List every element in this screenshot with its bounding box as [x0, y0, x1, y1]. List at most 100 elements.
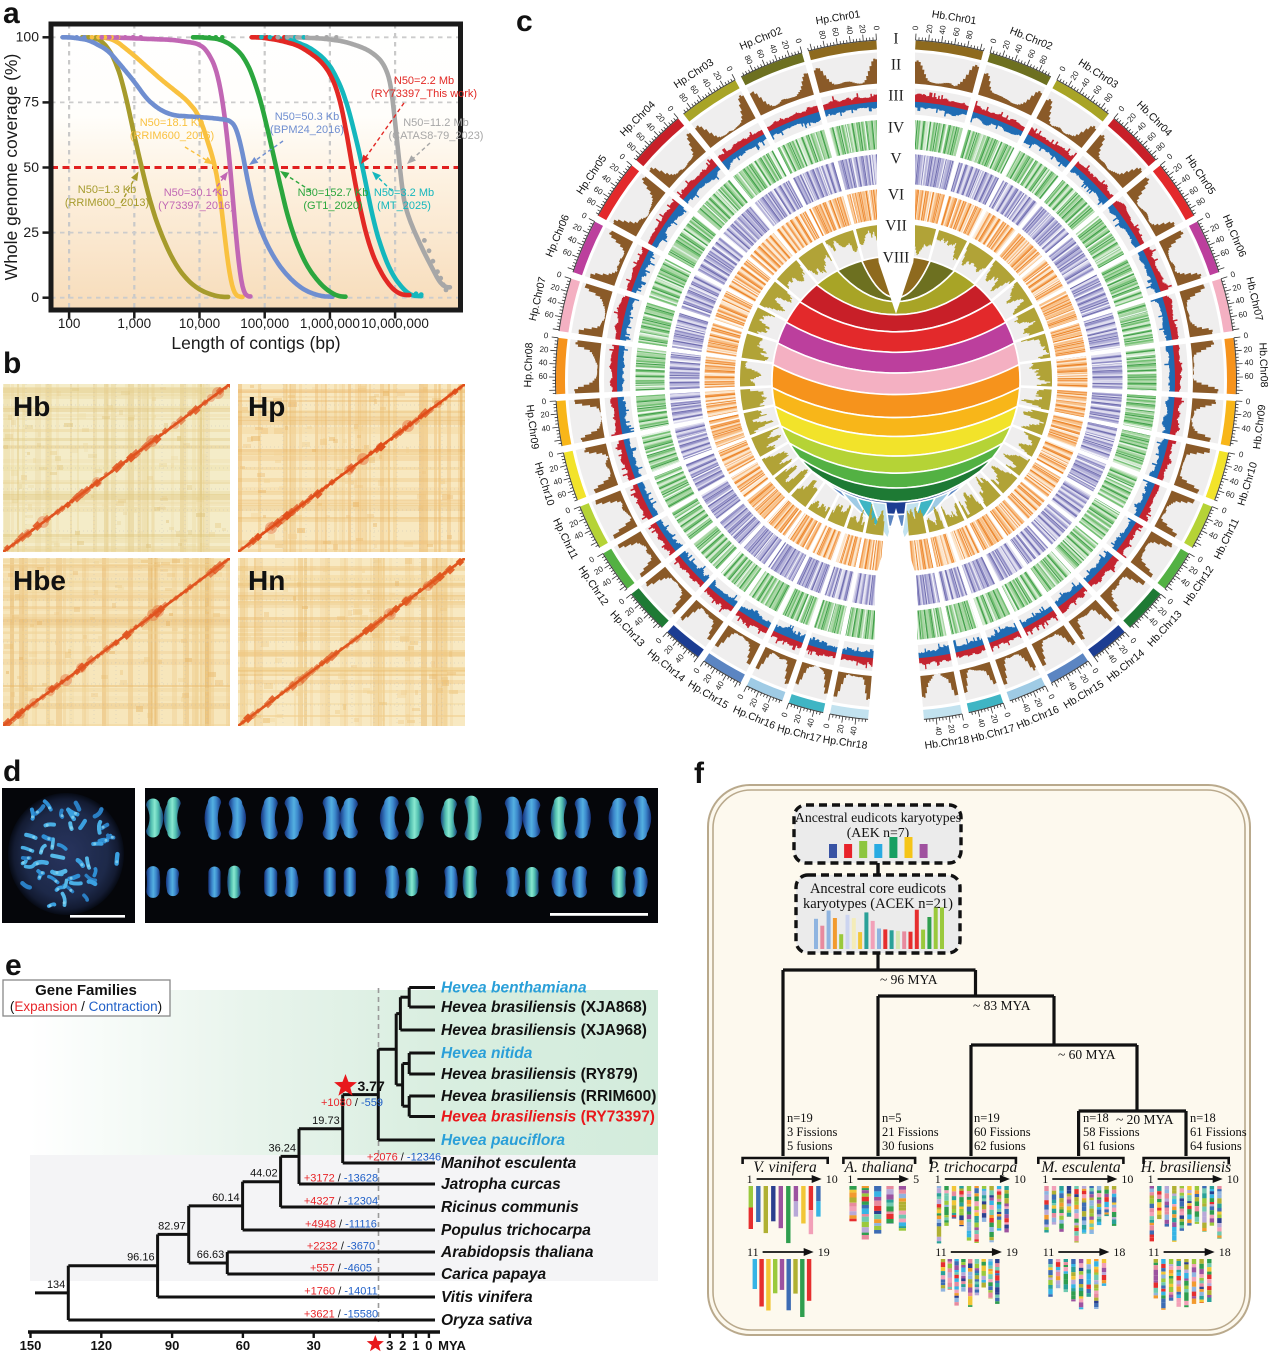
svg-text:20: 20 — [623, 605, 636, 618]
svg-text:0: 0 — [692, 666, 702, 675]
svg-text:(BPM24_2016): (BPM24_2016) — [270, 124, 344, 136]
svg-text:Hevea brasiliensis (RRIM600): Hevea brasiliensis (RRIM600) — [441, 1088, 656, 1105]
svg-text:0: 0 — [736, 692, 746, 700]
svg-text:20: 20 — [1231, 282, 1242, 293]
svg-text:75: 75 — [23, 94, 39, 110]
svg-text:40: 40 — [632, 615, 645, 628]
svg-text:50: 50 — [23, 159, 39, 175]
svg-text:20: 20 — [568, 518, 580, 530]
svg-text:V: V — [890, 151, 902, 168]
svg-text:Hp.Chr17: Hp.Chr17 — [776, 722, 823, 745]
svg-text:60: 60 — [1026, 47, 1038, 59]
svg-text:18: 18 — [1113, 1245, 1125, 1259]
svg-text:5 fusions: 5 fusions — [787, 1139, 833, 1153]
svg-text:40: 40 — [700, 77, 713, 90]
svg-text:0: 0 — [548, 450, 555, 460]
svg-text:150: 150 — [20, 1338, 42, 1353]
svg-text:60: 60 — [1238, 309, 1249, 320]
svg-text:25: 25 — [23, 224, 39, 240]
svg-text:P. trichocarpa: P. trichocarpa — [928, 1159, 1018, 1176]
svg-text:0: 0 — [580, 211, 589, 221]
svg-text:11: 11 — [1043, 1245, 1055, 1259]
svg-text:+1080 / -559: +1080 / -559 — [321, 1097, 383, 1109]
svg-text:0: 0 — [564, 505, 572, 515]
svg-text:40: 40 — [976, 717, 987, 728]
svg-text:0: 0 — [1058, 64, 1068, 73]
svg-text:3.77: 3.77 — [358, 1078, 385, 1094]
svg-text:80: 80 — [585, 196, 598, 209]
svg-text:II: II — [891, 57, 901, 74]
svg-text:Populus trichocarpa: Populus trichocarpa — [441, 1222, 591, 1239]
svg-text:11: 11 — [935, 1245, 947, 1259]
svg-text:60: 60 — [830, 27, 841, 38]
svg-text:82.97: 82.97 — [158, 1220, 186, 1232]
svg-text:0: 0 — [541, 397, 547, 406]
svg-text:40: 40 — [849, 725, 859, 735]
svg-text:30: 30 — [306, 1338, 320, 1353]
svg-text:20: 20 — [593, 564, 606, 577]
svg-text:Hb.Chr01: Hb.Chr01 — [931, 8, 977, 27]
svg-text:Hb: Hb — [13, 391, 50, 422]
svg-text:20: 20 — [1078, 673, 1091, 686]
svg-text:Whole genome coverage (%): Whole genome coverage (%) — [1, 54, 21, 281]
svg-text:0: 0 — [1243, 331, 1249, 341]
svg-text:n=19: n=19 — [974, 1111, 1000, 1125]
svg-text:40: 40 — [933, 726, 943, 736]
svg-text:20: 20 — [550, 282, 561, 293]
svg-text:1: 1 — [1148, 1172, 1154, 1186]
svg-text:20: 20 — [1212, 518, 1224, 530]
svg-text:0: 0 — [618, 152, 628, 162]
svg-text:20: 20 — [654, 111, 667, 124]
svg-text:0: 0 — [1220, 506, 1228, 516]
svg-text:Ancestral eudicots karyotypes: Ancestral eudicots karyotypes — [795, 810, 961, 825]
svg-text:36.24: 36.24 — [268, 1142, 296, 1154]
svg-text:+3172 / -13628: +3172 / -13628 — [304, 1173, 378, 1185]
svg-text:0: 0 — [961, 723, 971, 730]
svg-text:11: 11 — [747, 1245, 759, 1259]
svg-text:40: 40 — [1235, 295, 1246, 306]
svg-text:0: 0 — [780, 711, 790, 719]
svg-text:Hbe: Hbe — [13, 565, 66, 596]
svg-text:20: 20 — [792, 713, 803, 725]
svg-text:Hevea brasiliensis (XJA868): Hevea brasiliensis (XJA868) — [441, 999, 647, 1016]
svg-text:80: 80 — [1195, 195, 1208, 208]
svg-text:Hp.Chr08: Hp.Chr08 — [522, 342, 536, 387]
svg-text:60: 60 — [951, 26, 962, 37]
svg-text:60: 60 — [561, 247, 573, 259]
svg-text:40: 40 — [805, 717, 816, 728]
svg-text:20: 20 — [989, 713, 1000, 725]
svg-text:10: 10 — [1121, 1172, 1133, 1186]
svg-text:(AEK n=7): (AEK n=7) — [847, 825, 910, 841]
svg-text:1,000: 1,000 — [117, 316, 151, 331]
svg-text:0: 0 — [665, 104, 675, 114]
svg-text:10: 10 — [1227, 1172, 1239, 1186]
svg-text:0: 0 — [617, 596, 627, 606]
svg-text:40: 40 — [573, 529, 585, 541]
svg-text:(RRIM600_2013): (RRIM600_2013) — [65, 197, 149, 209]
svg-text:3 Fissions: 3 Fissions — [787, 1125, 838, 1139]
svg-text:Arabidopsis thaliana: Arabidopsis thaliana — [440, 1244, 594, 1261]
svg-text:~ 20 MYA: ~ 20 MYA — [1116, 1112, 1174, 1127]
svg-text:Length of contigs (bp): Length of contigs (bp) — [171, 333, 340, 353]
svg-text:5: 5 — [913, 1172, 919, 1186]
svg-text:(MT_2025): (MT_2025) — [377, 200, 431, 212]
svg-text:20: 20 — [548, 463, 559, 474]
svg-text:M. esculenta: M. esculenta — [1040, 1159, 1120, 1176]
svg-text:0: 0 — [793, 38, 803, 45]
svg-text:+557 / -4605: +557 / -4605 — [310, 1263, 372, 1275]
svg-text:20: 20 — [540, 410, 550, 420]
svg-text:80: 80 — [677, 92, 690, 105]
svg-text:20: 20 — [835, 723, 845, 734]
svg-text:21 Fissions: 21 Fissions — [882, 1125, 939, 1139]
svg-text:V. vinifera: V. vinifera — [753, 1159, 817, 1176]
svg-text:Ancestral core eudicots: Ancestral core eudicots — [810, 881, 946, 897]
svg-text:20: 20 — [1233, 463, 1244, 474]
svg-text:60: 60 — [556, 489, 568, 501]
svg-text:60: 60 — [1245, 372, 1254, 381]
svg-text:10,000,000: 10,000,000 — [361, 316, 429, 331]
svg-text:N50=152.7 Kb: N50=152.7 Kb — [298, 187, 369, 199]
svg-text:Ricinus communis: Ricinus communis — [441, 1199, 579, 1216]
svg-text:40: 40 — [566, 234, 578, 246]
svg-text:Vitis vinifera: Vitis vinifera — [441, 1289, 533, 1306]
svg-text:60: 60 — [1091, 83, 1104, 96]
